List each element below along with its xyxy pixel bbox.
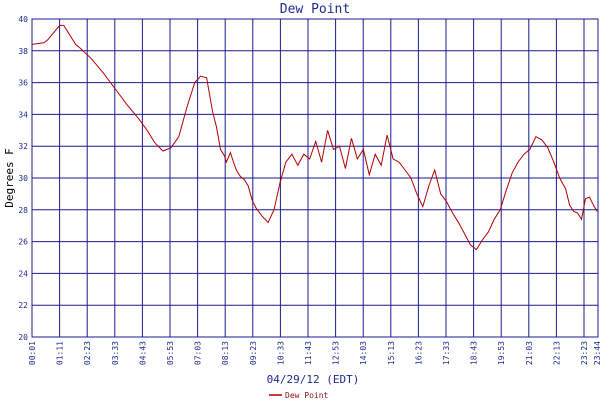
x-tick-label: 12:53	[332, 341, 341, 365]
y-tick-label: 24	[18, 269, 28, 278]
x-tick-label: 08:13	[221, 341, 230, 365]
y-tick-label: 32	[18, 142, 28, 151]
x-tick-label: 07:03	[194, 341, 203, 365]
y-tick-labels: 20 22 24 26 28 30 32 34 36 38 40	[18, 15, 28, 342]
x-tick-label: 02:23	[83, 341, 92, 365]
x-tick-label: 18:43	[470, 341, 479, 365]
y-axis-label: Degrees F	[3, 148, 16, 208]
legend-label: Dew Point	[285, 391, 329, 400]
x-tick-label: 17:33	[442, 341, 451, 365]
y-tick-label: 36	[18, 79, 28, 88]
x-tick-label: 23:44	[593, 341, 600, 365]
x-tick-label: 09:23	[249, 341, 258, 365]
x-tick-label: 23:23	[580, 341, 589, 365]
y-tick-label: 28	[18, 206, 28, 215]
x-tick-label: 14:03	[359, 341, 368, 365]
y-tick-label: 38	[18, 47, 28, 56]
x-tick-label: 16:23	[414, 341, 423, 365]
y-tick-label: 22	[18, 301, 28, 310]
x-tick-label: 21:03	[525, 341, 534, 365]
x-tick-label: 11:43	[304, 341, 313, 365]
grid-lines	[31, 18, 598, 338]
x-tick-label: 15:13	[387, 341, 396, 365]
y-tick-label: 20	[18, 333, 28, 342]
y-tick-label: 34	[18, 110, 28, 119]
chart-title: Dew Point	[280, 2, 350, 17]
x-tick-label: 04:43	[138, 341, 147, 365]
x-tick-label: 10:33	[276, 341, 285, 365]
x-tick-label: 19:53	[497, 341, 506, 365]
y-tick-label: 26	[18, 238, 28, 247]
x-tick-label: 03:33	[111, 341, 120, 365]
x-tick-label: 01:11	[56, 341, 65, 365]
legend: Dew Point	[269, 391, 329, 400]
x-tick-label: 22:13	[552, 341, 561, 365]
x-axis-label: 04/29/12 (EDT)	[267, 373, 360, 386]
x-tick-label: 00:01	[28, 341, 37, 365]
y-tick-label: 40	[18, 15, 28, 24]
series-line-dew-point	[31, 24, 598, 251]
y-tick-label: 30	[18, 174, 28, 183]
x-tick-label: 05:53	[166, 341, 175, 365]
x-tick-labels: 00:01 01:11 02:23 03:33 04:43 05:53 07:03 08:13…	[28, 341, 600, 365]
